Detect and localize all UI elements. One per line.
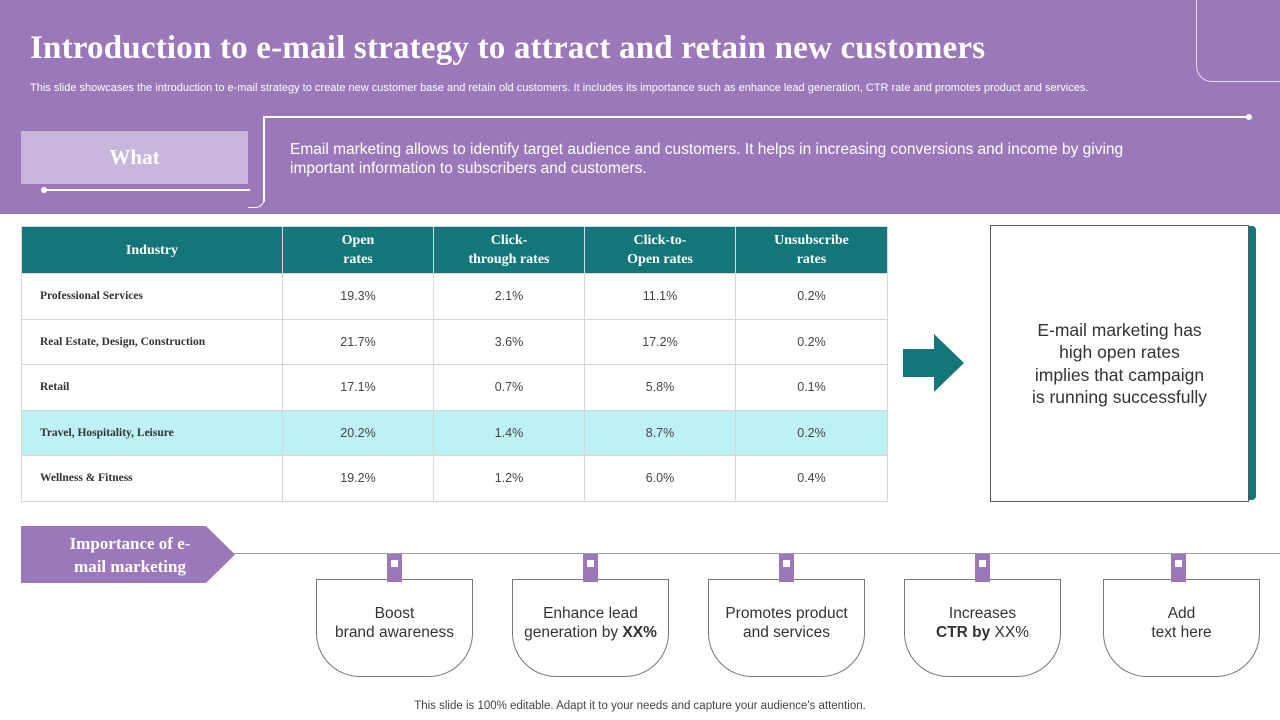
card-peg [779,554,794,582]
industry-cell: Real Estate, Design, Construction [21,318,283,365]
card-peg [387,554,402,582]
what-connector-vertical [263,116,265,202]
industry-cell: Professional Services [21,273,283,320]
table-row-highlighted: Travel, Hospitality, Leisure 20.2% 1.4% … [21,409,888,456]
unsubscribe-cell: 0.2% [735,409,888,456]
ctor-cell: 5.8% [584,364,736,411]
what-connector-curve [248,178,265,208]
table-row: Professional Services 19.3% 2.1% 11.1% 0… [21,273,888,320]
open-rate-cell: 20.2% [282,409,434,456]
card-peg [583,554,598,582]
connector-dot [41,187,47,193]
slide-title: Introduction to e-mail strategy to attra… [30,30,986,66]
unsubscribe-cell: 0.2% [735,318,888,365]
open-rate-cell: 19.2% [282,455,434,502]
header-click-to-open-rates: Click-to- Open rates [584,226,736,274]
header-unsubscribe-rates: Unsubscribe rates [735,226,888,274]
open-rate-cell: 19.3% [282,273,434,320]
table-row: Retail 17.1% 0.7% 5.8% 0.1% [21,364,888,411]
unsubscribe-cell: 0.1% [735,364,888,411]
header-industry: Industry [21,226,283,274]
corner-decoration [1196,0,1280,82]
card-peg [1171,554,1186,582]
industry-cell: Wellness & Fitness [21,455,283,502]
open-rate-cell: 17.1% [282,364,434,411]
importance-card: Add text here [1103,579,1260,677]
ctor-cell: 11.1% [584,273,736,320]
what-label-box: What [21,131,248,184]
ctr-cell: 0.7% [433,364,585,411]
table-row: Real Estate, Design, Construction 21.7% … [21,318,888,365]
importance-card: Promotes product and services [708,579,865,677]
ctr-cell: 2.1% [433,273,585,320]
importance-card: Enhance lead generation by XX% [512,579,669,677]
ctr-cell: 1.2% [433,455,585,502]
ctor-cell: 6.0% [584,455,736,502]
ctor-cell: 17.2% [584,318,736,365]
importance-timeline-line [234,553,1280,554]
ctor-cell: 8.7% [584,409,736,456]
ctr-cell: 3.6% [433,318,585,365]
importance-banner [21,526,235,583]
importance-card: Increases CTR by XX% [904,579,1061,677]
open-rate-cell: 21.7% [282,318,434,365]
unsubscribe-cell: 0.4% [735,455,888,502]
what-underline [44,189,250,191]
unsubscribe-cell: 0.2% [735,273,888,320]
what-connector-line [263,116,1249,118]
industry-cell: Travel, Hospitality, Leisure [21,409,283,456]
importance-card: Boost brand awareness [316,579,473,677]
importance-label: Importance of e-mail marketing [69,534,191,576]
arrow-right-icon [903,334,964,392]
note-callout: E-mail marketing has high open rates imp… [990,225,1249,502]
table-row: Wellness & Fitness 19.2% 1.2% 6.0% 0.4% [21,455,888,502]
footer-note: This slide is 100% editable. Adapt it to… [414,700,866,712]
card-peg [975,554,990,582]
header-open-rates: Open rates [282,226,434,274]
table-header-row: Industry Open rates Click-through rates C… [21,226,888,274]
what-description: Email marketing allows to identify targe… [290,141,1124,177]
industry-rates-table: Industry Open rates Click-through rates C… [21,226,888,502]
connector-dot [1246,114,1252,120]
ctr-cell: 1.4% [433,409,585,456]
slide-subtitle: This slide showcases the introduction to… [30,82,1089,94]
header-click-through-rates: Click-through rates [433,226,585,274]
industry-cell: Retail [21,364,283,411]
